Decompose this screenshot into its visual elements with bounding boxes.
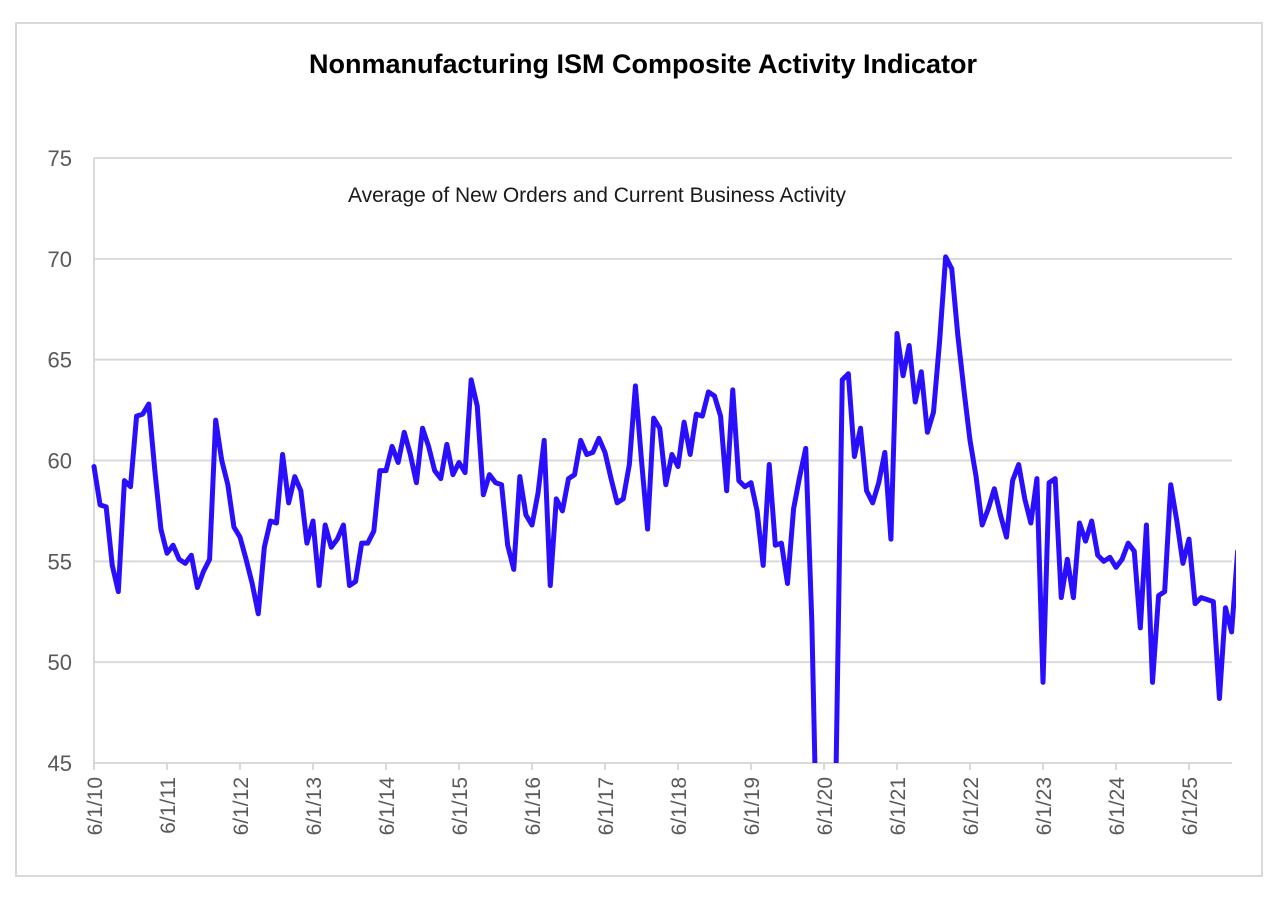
y-tick-label: 55: [48, 549, 72, 574]
chart-annotation: Average of New Orders and Current Busine…: [348, 184, 847, 207]
x-tick-label: 6/1/11: [157, 777, 180, 834]
x-tick-label: 6/1/23: [1033, 777, 1056, 835]
x-tick-label: 6/1/18: [668, 777, 691, 835]
x-tick-label: 6/1/12: [230, 777, 253, 835]
y-axis: 45 50 55 60 65 70 75: [48, 146, 95, 776]
y-tick-label: 50: [48, 650, 72, 675]
x-tick-label: 6/1/24: [1106, 777, 1129, 836]
x-tick-label: 6/1/19: [741, 777, 764, 835]
x-axis: 6/1/10 6/1/11 6/1/12 6/1/13 6/1/14 6/1/15 6/1/…: [84, 762, 1232, 836]
y-tick-label: 60: [48, 449, 72, 474]
series-layer: [91, 254, 1236, 763]
x-tick-label: 6/1/25: [1179, 777, 1202, 835]
y-tick-label: 65: [48, 348, 72, 373]
y-tick-label: 45: [48, 751, 72, 776]
x-tick-label: 6/1/20: [814, 777, 837, 835]
x-tick-label: 6/1/17: [595, 777, 618, 835]
x-tick-label: 6/1/15: [449, 777, 472, 835]
chart-title: Nonmanufacturing ISM Composite Activity …: [309, 49, 978, 79]
x-tick-label: 6/1/16: [522, 777, 545, 835]
x-tick-label: 6/1/14: [376, 777, 399, 836]
x-tick-label: 6/1/13: [303, 777, 326, 835]
y-tick-label: 75: [48, 146, 72, 171]
x-tick-label: 6/1/10: [84, 777, 107, 835]
series-line: [91, 254, 1236, 763]
y-tick-label: 70: [48, 247, 72, 272]
x-tick-label: 6/1/21: [887, 777, 910, 835]
x-tick-label: 6/1/22: [960, 777, 983, 835]
